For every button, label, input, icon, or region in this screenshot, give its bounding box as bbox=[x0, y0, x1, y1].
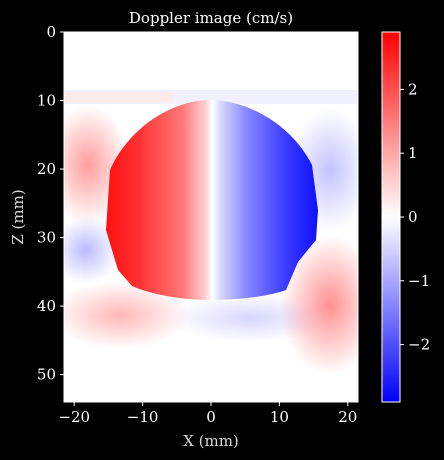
x-tick-label: 10 bbox=[270, 408, 289, 426]
chart-title: Doppler image (cm/s) bbox=[129, 9, 293, 27]
x-tick-label: 0 bbox=[206, 408, 216, 426]
y-axis: 0 10 20 30 40 50 bbox=[37, 23, 64, 384]
tissue-lower-left bbox=[64, 281, 190, 349]
y-tick-label: 0 bbox=[46, 23, 56, 41]
x-axis: −20 −10 0 10 20 bbox=[58, 402, 357, 426]
x-axis-label: X (mm) bbox=[183, 432, 239, 450]
tissue-lower-right bbox=[280, 235, 358, 375]
y-tick-label: 50 bbox=[37, 366, 56, 384]
y-tick-label: 40 bbox=[37, 297, 56, 315]
left-top-band bbox=[64, 92, 174, 102]
x-tick-label: 20 bbox=[338, 408, 357, 426]
x-tick-label: −20 bbox=[58, 408, 90, 426]
y-tick-label: 20 bbox=[37, 160, 56, 178]
colorbar-tick-label: 2 bbox=[408, 80, 418, 98]
colorbar-tick-label: −2 bbox=[408, 336, 430, 354]
colorbar-tick-label: 0 bbox=[408, 208, 418, 226]
colorbar-tick-label: 1 bbox=[408, 144, 418, 162]
vessel-lumen bbox=[106, 100, 318, 300]
colorbar-axis: 2 1 0 −1 −2 bbox=[400, 80, 430, 354]
colorbar-tick-label: −1 bbox=[408, 272, 430, 290]
y-tick-label: 10 bbox=[37, 92, 56, 110]
colorbar bbox=[381, 31, 401, 403]
y-axis-label: Z (mm) bbox=[9, 189, 27, 244]
y-tick-label: 30 bbox=[37, 229, 56, 247]
tissue-left-blue bbox=[64, 216, 120, 284]
heatmap-plot bbox=[64, 32, 358, 402]
x-tick-label: −10 bbox=[127, 408, 159, 426]
